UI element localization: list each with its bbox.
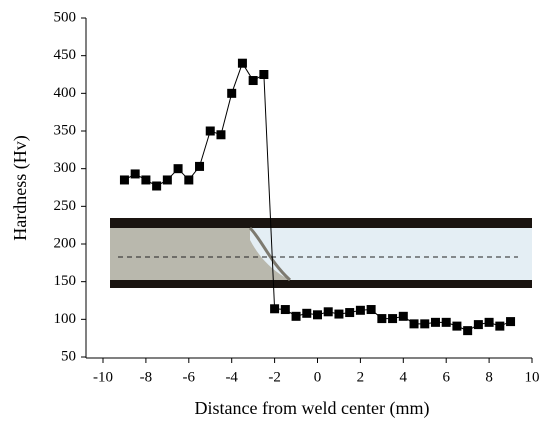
data-point	[473, 320, 483, 330]
data-point	[377, 314, 387, 324]
data-point	[130, 169, 140, 179]
y-axis-title: Hardness (Hv)	[10, 135, 31, 240]
data-point	[237, 58, 247, 68]
x-tick-label: -10	[93, 369, 113, 385]
x-tick-label: -8	[140, 369, 153, 385]
x-tick-label: -2	[268, 369, 281, 385]
weld-photo	[110, 218, 532, 288]
data-point	[162, 175, 172, 185]
data-point	[484, 317, 494, 327]
data-point	[323, 307, 333, 317]
y-tick-label: 400	[54, 85, 77, 101]
data-point	[334, 309, 344, 319]
x-tick-label: -4	[225, 369, 238, 385]
x-tick-label: -6	[183, 369, 196, 385]
data-point	[216, 130, 226, 140]
data-point	[409, 319, 419, 329]
data-point	[195, 161, 205, 171]
data-point	[227, 88, 237, 98]
data-point	[366, 305, 376, 315]
x-tick-label: 2	[357, 369, 365, 385]
data-point	[248, 76, 258, 86]
data-point	[205, 126, 215, 136]
data-point	[398, 311, 408, 321]
data-point	[184, 175, 194, 185]
data-point	[345, 308, 355, 318]
data-point	[495, 321, 505, 331]
data-point	[280, 305, 290, 315]
series-line	[124, 62, 511, 332]
data-point	[463, 326, 473, 336]
x-tick-label: 10	[525, 369, 540, 385]
y-tick-label: 100	[54, 311, 77, 327]
data-point	[313, 310, 322, 320]
data-point	[420, 319, 430, 329]
data-point	[506, 317, 516, 327]
data-point	[430, 317, 440, 327]
y-tick-label: 500	[54, 9, 77, 25]
x-tick-label: 4	[400, 369, 408, 385]
x-tick-label: 8	[485, 369, 493, 385]
data-point	[141, 175, 151, 185]
data-point	[452, 321, 462, 331]
x-axis-title: Distance from weld center (mm)	[195, 398, 430, 419]
y-tick-label: 450	[54, 47, 77, 63]
data-point	[152, 181, 162, 191]
y-tick-label: 350	[54, 122, 77, 138]
data-point	[355, 305, 365, 315]
data-point	[302, 308, 312, 318]
y-tick-label: 300	[54, 160, 77, 176]
data-point	[270, 304, 280, 314]
data-point	[441, 317, 451, 327]
data-point	[119, 175, 129, 185]
y-tick-label: 200	[54, 235, 77, 251]
y-tick-label: 50	[61, 348, 76, 364]
x-tick-label: 0	[314, 369, 322, 385]
y-tick-label: 150	[54, 273, 77, 289]
data-point	[173, 164, 183, 174]
x-tick-label: 6	[442, 369, 450, 385]
data-point	[291, 311, 301, 321]
y-tick-label: 250	[54, 198, 77, 214]
data-point	[388, 314, 398, 324]
data-point	[259, 70, 269, 79]
